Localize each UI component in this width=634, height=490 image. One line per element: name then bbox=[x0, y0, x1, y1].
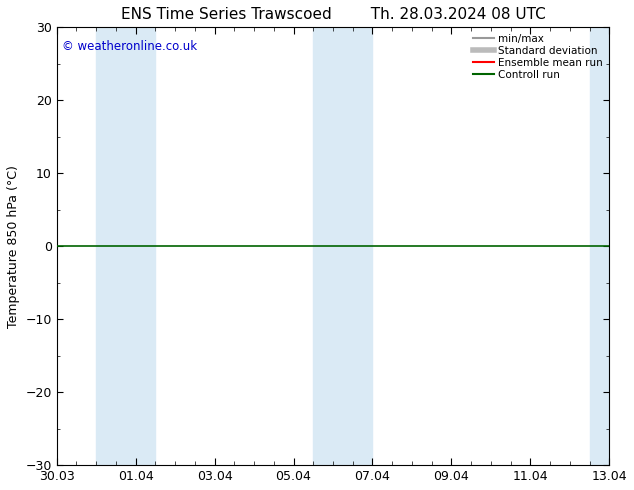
Legend: min/max, Standard deviation, Ensemble mean run, Controll run: min/max, Standard deviation, Ensemble me… bbox=[469, 29, 607, 84]
Bar bbox=[590, 27, 609, 465]
Bar bbox=[96, 27, 116, 465]
Bar bbox=[116, 27, 155, 465]
Text: © weatheronline.co.uk: © weatheronline.co.uk bbox=[62, 40, 197, 53]
Y-axis label: Temperature 850 hPa (°C): Temperature 850 hPa (°C) bbox=[7, 165, 20, 328]
Bar bbox=[313, 27, 333, 465]
Title: ENS Time Series Trawscoed        Th. 28.03.2024 08 UTC: ENS Time Series Trawscoed Th. 28.03.2024… bbox=[120, 7, 545, 22]
Bar bbox=[333, 27, 372, 465]
